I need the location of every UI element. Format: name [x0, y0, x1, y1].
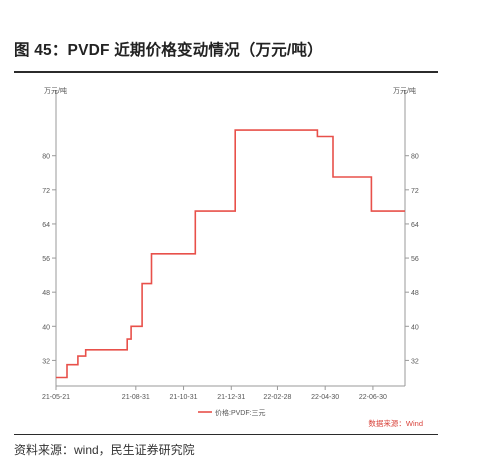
x-tick-label: 22-06-30: [359, 394, 387, 401]
y-tick-label-right: 72: [411, 188, 419, 195]
x-tick-label: 21-08-31: [122, 394, 150, 401]
axes: [52, 90, 409, 390]
source-note: 资料来源：wind，民生证券研究院: [14, 443, 195, 457]
y-tick-label-left: 56: [42, 256, 50, 263]
series-line-pvdf: [56, 129, 405, 379]
legend-label: 价格:PVDF:三元: [215, 408, 266, 417]
x-tick-label: 22-04-30: [311, 394, 339, 401]
y-tick-label-left: 40: [42, 324, 50, 331]
source-divider: [14, 434, 438, 435]
x-tick-label: 21-05-21: [42, 394, 70, 401]
labels: 万元/吨 万元/吨 32 32 40 40 48 48 56 56 64 64 72 72 80 80 21-0…: [42, 86, 423, 428]
y-tick-label-right: 48: [411, 290, 419, 297]
y-tick-label-left: 72: [42, 188, 50, 195]
y-tick-label-right: 64: [411, 222, 419, 229]
y-tick-label-right: 40: [411, 324, 419, 331]
x-tick-label: 22-02-28: [263, 394, 291, 401]
y-unit-left: 万元/吨: [44, 86, 67, 95]
y-tick-label-right: 56: [411, 256, 419, 263]
chart-source-note: 数据来源：Wind: [368, 418, 423, 428]
y-tick-label-right: 80: [411, 154, 419, 161]
y-tick-label-left: 32: [42, 358, 50, 365]
x-tick-label: 21-12-31: [217, 394, 245, 401]
y-unit-right: 万元/吨: [393, 86, 416, 95]
marks: [56, 129, 405, 379]
y-tick-label-left: 64: [42, 222, 50, 229]
y-tick-label-left: 80: [42, 154, 50, 161]
figure-title: 图 45：PVDF 近期价格变动情况（万元/吨）: [14, 42, 323, 59]
y-tick-label-right: 32: [411, 358, 419, 365]
y-tick-label-left: 48: [42, 290, 50, 297]
x-tick-label: 21-10-31: [170, 394, 198, 401]
title-divider: [14, 71, 438, 73]
